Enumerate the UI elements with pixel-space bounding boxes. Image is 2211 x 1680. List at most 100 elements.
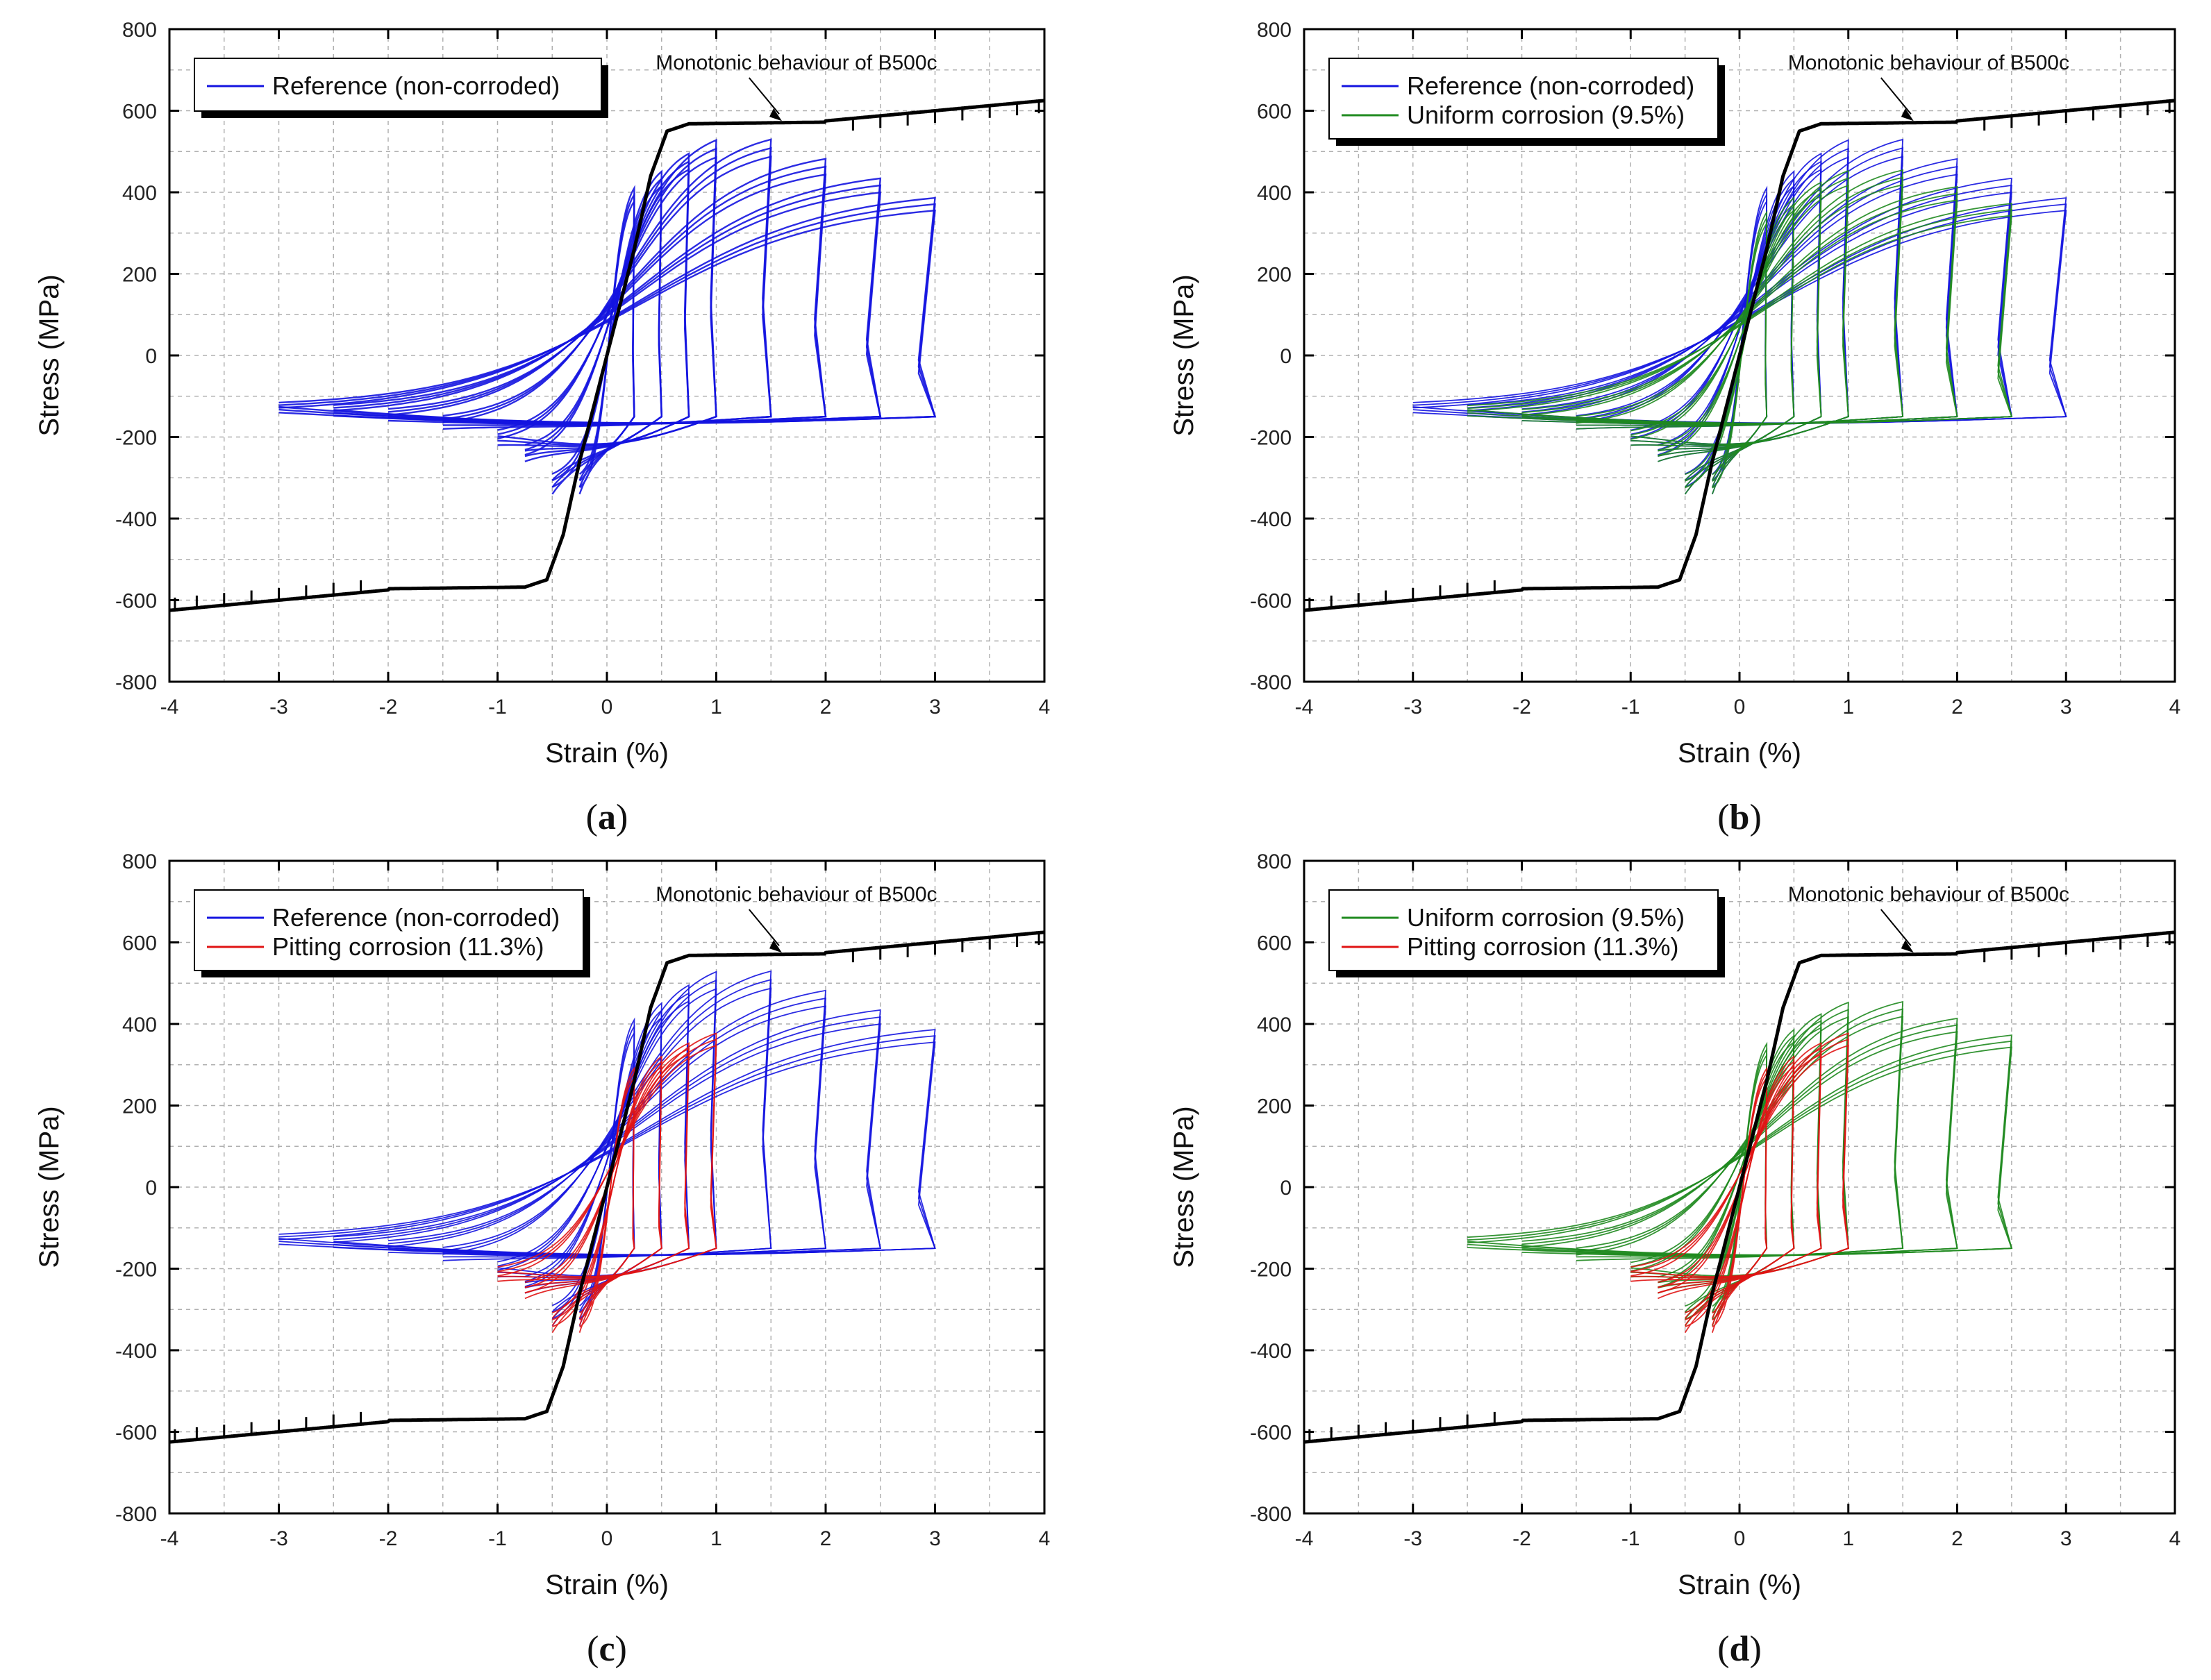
x-tick-label: -4 [160,696,179,719]
x-tick-label: -3 [269,1527,288,1550]
y-tick-label: 0 [145,345,157,368]
x-tick-label: 0 [1734,696,1746,719]
x-tick-label: 0 [601,1527,613,1550]
y-tick-label: 800 [1257,19,1292,42]
x-tick-label: 1 [1842,696,1854,719]
y-tick-label: 0 [1280,345,1292,368]
y-tick-label: -200 [1250,427,1292,450]
chart-panel-a: -4 -3 -2 -1 0 1 2 3 4 -800 -600 -400 -200 0 200 400 600 8… [34,19,1050,837]
x-axis-title: Strain (%) [545,1570,669,1600]
panel-label: (a) [586,798,628,837]
monotonic-curve-tension [1737,99,2175,356]
series-monotonic [169,930,1044,1444]
hysteresis-loop [1467,1046,2013,1256]
annotation-label: Monotonic behaviour of B500c [656,51,937,74]
hysteresis-loop [497,138,717,447]
panel-label: (c) [587,1629,627,1669]
legend: Reference (non-corroded) [194,58,608,118]
x-tick-label: -3 [1403,1527,1422,1550]
hysteresis-loop [278,209,937,424]
y-tick-label: 400 [122,1014,157,1036]
y-tick-label: -200 [115,1259,157,1282]
hysteresis-loop [1630,184,1849,445]
x-tick-label: -1 [488,1527,507,1550]
y-tick-label: -200 [115,427,157,450]
x-tick-label: 4 [2169,1527,2181,1550]
legend-box [194,889,584,971]
plot-area [1304,99,2175,612]
monotonic-curve-compression [169,1186,609,1444]
y-tick-label: -400 [115,508,157,531]
monotonic-curve-compression [1304,355,1742,612]
hysteresis-loop [1711,1075,1768,1319]
y-tick-label: -800 [1250,1503,1292,1526]
y-axis-title: Stress (MPa) [34,1106,65,1268]
legend-box [1328,889,1719,971]
hysteresis-loop [551,1066,662,1319]
y-axis-title: Stress (MPa) [34,274,65,436]
hysteresis-loop [278,1035,936,1256]
chart-panel-c: -4 -3 -2 -1 0 1 2 3 4 -800 -600 -400 -200 0 200 400 600 8… [34,850,1050,1669]
hysteresis-loop [1711,221,1768,481]
x-tick-label: -4 [1295,1527,1314,1550]
x-tick-label: -3 [1403,696,1422,719]
x-tick-label: 4 [2169,696,2181,719]
monotonic-curve-compression [169,355,609,612]
x-tick-label: -2 [379,696,398,719]
x-axis-title: Strain (%) [1678,738,1801,768]
y-tick-label: 600 [1257,101,1292,124]
hysteresis-loop [578,1075,635,1319]
legend-label: Uniform corrosion (9.5%) [1407,903,1685,932]
y-tick-label: -800 [115,671,157,694]
x-tick-label: 3 [929,1527,941,1550]
hysteresis-loop [1630,1044,1849,1277]
x-tick-label: 1 [710,1527,722,1550]
hysteresis-loop [524,1000,690,1284]
x-tick-label: -1 [1621,696,1640,719]
legend-label: Reference (non-corroded) [1407,72,1694,100]
annotation: Monotonic behaviour of B500c [656,883,937,953]
annotation-arrowhead [769,108,782,121]
y-tick-label: -400 [1250,1340,1292,1363]
y-tick-label: 200 [1257,1095,1292,1118]
y-axis-title: Stress (MPa) [1169,1106,1199,1268]
x-tick-label: 3 [2060,1527,2072,1550]
y-tick-label: 800 [122,850,157,873]
x-tick-label: 2 [820,696,832,719]
y-tick-label: 0 [145,1177,157,1200]
x-tick-label: -2 [379,1527,398,1550]
x-tick-label: 2 [820,1527,832,1550]
x-tick-label: -1 [1621,1527,1640,1550]
annotation-arrowhead [1901,108,1914,121]
y-tick-label: 600 [122,932,157,955]
y-tick-label: 400 [1257,1014,1292,1036]
annotation-arrow-line [1880,77,1912,115]
hysteresis-loop [497,1044,717,1277]
x-tick-label: 1 [1842,1527,1854,1550]
annotation: Monotonic behaviour of B500c [1788,51,2069,121]
y-tick-label: -600 [1250,1422,1292,1445]
plot-area [1304,930,2175,1444]
legend-label: Pitting corrosion (11.3%) [272,932,544,961]
annotation-label: Monotonic behaviour of B500c [656,883,937,906]
ticks: -4 -3 -2 -1 0 1 2 3 4 -800 -600 -400 -200 0 200 400 600 8… [115,850,1050,1550]
x-tick-label: -2 [1512,1527,1531,1550]
y-tick-label: 200 [1257,264,1292,287]
annotation-arrow-line [748,77,780,115]
x-tick-label: 3 [2060,696,2072,719]
legend: Reference (non-corroded)Pitting corrosio… [194,889,590,977]
x-tick-label: 1 [710,696,722,719]
monotonic-curve-compression [1304,1186,1742,1444]
hysteresis-loop [1467,215,2013,424]
ticks: -4 -3 -2 -1 0 1 2 3 4 -800 -600 -400 -200 0 200 400 600 8… [1250,19,2180,719]
x-tick-label: -4 [1295,696,1314,719]
chart-panel-b: -4 -3 -2 -1 0 1 2 3 4 -800 -600 -400 -200 0 200 400 600 8… [1169,19,2180,837]
legend-label: Reference (non-corroded) [272,72,560,100]
hysteresis-loop [497,156,717,446]
y-tick-label: -800 [115,1503,157,1526]
x-tick-label: 2 [1951,1527,1963,1550]
hysteresis-loop [1684,1066,1795,1319]
legend-label: Pitting corrosion (11.3%) [1407,932,1679,961]
y-tick-label: 600 [1257,932,1292,955]
hysteresis-loop [1658,195,1822,452]
